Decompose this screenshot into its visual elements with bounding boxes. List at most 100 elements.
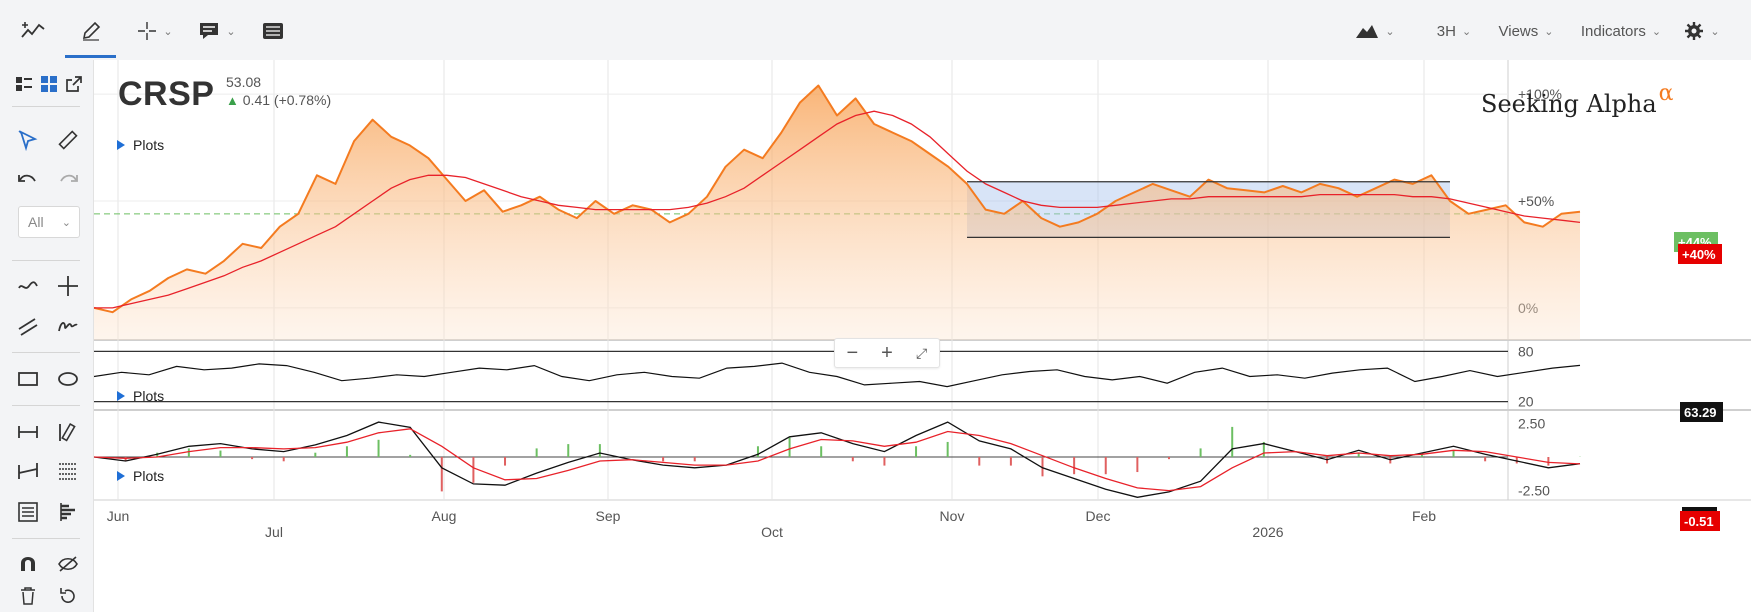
expand-triangle-icon [117,391,125,401]
add-indicator-icon[interactable] [16,14,50,48]
x-tick-label: 2026 [1252,524,1283,540]
x-tick-label: Oct [761,524,783,540]
expand-triangle-icon [117,471,125,481]
settings-menu[interactable]: ⌄ [1680,14,1724,48]
magnet-icon[interactable] [12,548,44,580]
select-cursor-icon[interactable] [12,124,44,156]
brand-logo: Seeking Alphaα [1481,81,1674,118]
x-tick-label: Feb [1412,508,1436,524]
expand-triangle-icon [117,140,125,150]
rsi-line [94,362,1581,388]
comment-icon [200,23,219,39]
chevron-down-icon: ⌄ [1461,25,1472,38]
y-tick-label: +50% [1518,193,1554,209]
undo-icon[interactable] [12,164,44,196]
crosshair-draw-icon[interactable] [52,270,84,302]
fit-screen-icon[interactable]: ⤢ [916,345,928,361]
volume-profile-icon[interactable] [52,496,84,528]
hide-drawings-icon[interactable] [52,548,84,580]
last-price: 53.08 [226,74,262,90]
macd-tick-label: -2.50 [1518,483,1550,499]
fibonacci-icon[interactable] [52,456,84,488]
x-tick-label: Nov [940,508,965,524]
layout-list-icon[interactable] [8,68,40,100]
moving-average-line [94,110,1581,309]
price-change: ▲ 0.41 (+0.78%) [226,92,331,108]
ticker-symbol: CRSP [118,75,215,113]
pencil-icon[interactable] [74,14,108,48]
views-menu[interactable]: Views ⌄ [1494,14,1558,48]
zoom-in-button[interactable]: + [881,342,893,364]
macd-tick-label: 2.50 [1518,415,1545,431]
chart-canvas[interactable]: JunJulAugSepOctNovDec2026Feb+100%+50%0%8… [94,60,1751,612]
chart-type-menu[interactable]: ⌄ [1350,14,1400,48]
rsi-tick-label: 20 [1518,394,1534,410]
chevron-down-icon: ⌄ [163,25,173,38]
sma-last-badge: +40% [1678,244,1722,264]
plots-label: Plots [133,468,165,484]
chevron-down-icon: ⌄ [1651,25,1662,38]
news-icon[interactable] [256,14,290,48]
rsi-last-badge: 63.29 [1680,402,1723,422]
x-tick-label: Jun [107,508,130,524]
trash-icon[interactable] [12,580,44,612]
ruler-icon[interactable] [52,124,84,156]
annotation-menu[interactable]: ⌄ [194,14,240,48]
divider [12,106,80,107]
rsi-tick-label: 80 [1518,343,1534,359]
macd-plots-toggle[interactable]: Plots [117,468,164,484]
range-measure-icon[interactable] [12,416,44,448]
x-tick-label: Jul [265,524,283,540]
object-filter-value: All [28,214,44,230]
ellipse-icon[interactable] [52,363,84,395]
price-change-value: 0.41 (+0.78%) [242,92,332,108]
redo-icon[interactable] [52,164,84,196]
divider [12,260,80,261]
chart-area[interactable]: JunJulAugSepOctNovDec2026Feb+100%+50%0%8… [94,60,1751,612]
zoom-controls: − + ⤢ [834,338,940,368]
ruler-pen-icon[interactable] [52,416,84,448]
chevron-down-icon: ⌄ [1544,25,1554,38]
crosshair-menu[interactable]: ⌄ [132,14,178,48]
signal-line [94,428,1581,492]
price-line [94,84,1581,314]
object-filter-select[interactable]: All ⌄ [18,206,80,238]
views-label: Views [1498,22,1539,40]
trend-wave-icon[interactable] [12,270,44,302]
macd-line [94,421,1581,498]
gear-icon [1685,22,1704,40]
plots-label: Plots [133,388,165,404]
indicators-label: Indicators [1580,22,1646,40]
x-tick-label: Sep [596,508,621,524]
reset-icon[interactable] [52,580,84,612]
price-range-icon[interactable] [12,456,44,488]
freehand-icon[interactable] [52,310,84,342]
popout-icon[interactable] [58,68,90,100]
timeframe-label: 3H [1436,22,1456,40]
zoom-out-button[interactable]: − [846,342,859,364]
arrow-up-icon: ▲ [226,93,239,108]
indicators-menu[interactable]: Indicators ⌄ [1576,14,1666,48]
price-area [94,85,1580,340]
notes-icon[interactable] [12,496,44,528]
plots-label: Plots [133,137,165,153]
timeframe-menu[interactable]: 3H ⌄ [1428,14,1480,48]
top-toolbar: ⌄ ⌄ ⌄ 3H ⌄ Views ⌄ Indicators ⌄ ⌄ [0,0,1751,60]
x-tick-label: Aug [432,508,457,524]
y-tick-label: +100% [1518,86,1562,102]
x-tick-label: Dec [1086,508,1111,524]
rsi-plots-toggle[interactable]: Plots [117,388,164,404]
divider [12,405,80,406]
layout-grid-icon[interactable] [33,68,65,100]
parallel-channel-icon[interactable] [12,310,44,342]
brand-name: Seeking Alpha [1481,90,1657,118]
chevron-down-icon: ⌄ [226,25,236,38]
brand-mark: α [1658,81,1674,106]
divider [12,538,80,539]
divider [12,352,80,353]
rectangle-icon[interactable] [12,363,44,395]
chevron-down-icon: ⌄ [61,216,71,229]
active-tab-indicator [65,55,116,58]
main-plots-toggle[interactable]: Plots [117,137,164,153]
